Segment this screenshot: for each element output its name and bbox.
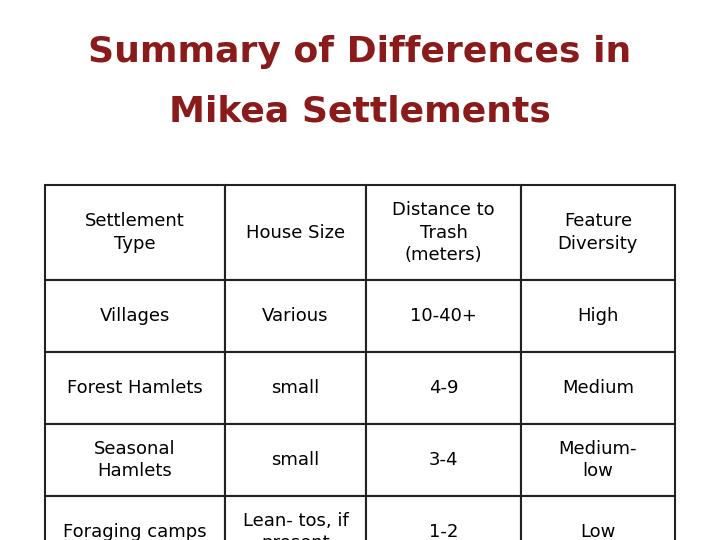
Bar bbox=[366, 280, 521, 352]
Bar bbox=[366, 496, 521, 540]
Bar bbox=[45, 280, 225, 352]
Bar bbox=[45, 496, 225, 540]
Bar bbox=[225, 280, 366, 352]
Bar bbox=[521, 280, 675, 352]
Bar bbox=[521, 496, 675, 540]
Bar bbox=[521, 424, 675, 496]
Bar bbox=[225, 185, 366, 280]
Text: Low: Low bbox=[580, 523, 616, 540]
Bar bbox=[45, 185, 225, 280]
Text: Feature
Diversity: Feature Diversity bbox=[557, 212, 638, 253]
Text: 4-9: 4-9 bbox=[428, 379, 458, 397]
Text: Seasonal
Hamlets: Seasonal Hamlets bbox=[94, 440, 176, 481]
Text: Medium-
low: Medium- low bbox=[559, 440, 637, 481]
Text: Lean- tos, if
present: Lean- tos, if present bbox=[243, 511, 348, 540]
Text: Villages: Villages bbox=[99, 307, 170, 325]
Text: small: small bbox=[271, 379, 320, 397]
Text: High: High bbox=[577, 307, 618, 325]
Bar bbox=[366, 352, 521, 424]
Bar bbox=[45, 424, 225, 496]
Text: Distance to
Trash
(meters): Distance to Trash (meters) bbox=[392, 200, 495, 265]
Bar bbox=[521, 352, 675, 424]
Text: Forest Hamlets: Forest Hamlets bbox=[67, 379, 202, 397]
Text: Foraging camps: Foraging camps bbox=[63, 523, 207, 540]
Text: 10-40+: 10-40+ bbox=[410, 307, 477, 325]
Text: Various: Various bbox=[262, 307, 328, 325]
Bar bbox=[225, 496, 366, 540]
Text: Mikea Settlements: Mikea Settlements bbox=[169, 95, 551, 129]
Bar bbox=[366, 185, 521, 280]
Text: Settlement
Type: Settlement Type bbox=[85, 212, 184, 253]
Bar bbox=[225, 352, 366, 424]
Bar bbox=[225, 424, 366, 496]
Text: House Size: House Size bbox=[246, 224, 345, 241]
Text: small: small bbox=[271, 451, 320, 469]
Bar bbox=[521, 185, 675, 280]
Text: Summary of Differences in: Summary of Differences in bbox=[89, 35, 631, 69]
Text: 1-2: 1-2 bbox=[429, 523, 458, 540]
Bar bbox=[366, 424, 521, 496]
Text: Medium: Medium bbox=[562, 379, 634, 397]
Bar bbox=[45, 352, 225, 424]
Text: 3-4: 3-4 bbox=[428, 451, 458, 469]
